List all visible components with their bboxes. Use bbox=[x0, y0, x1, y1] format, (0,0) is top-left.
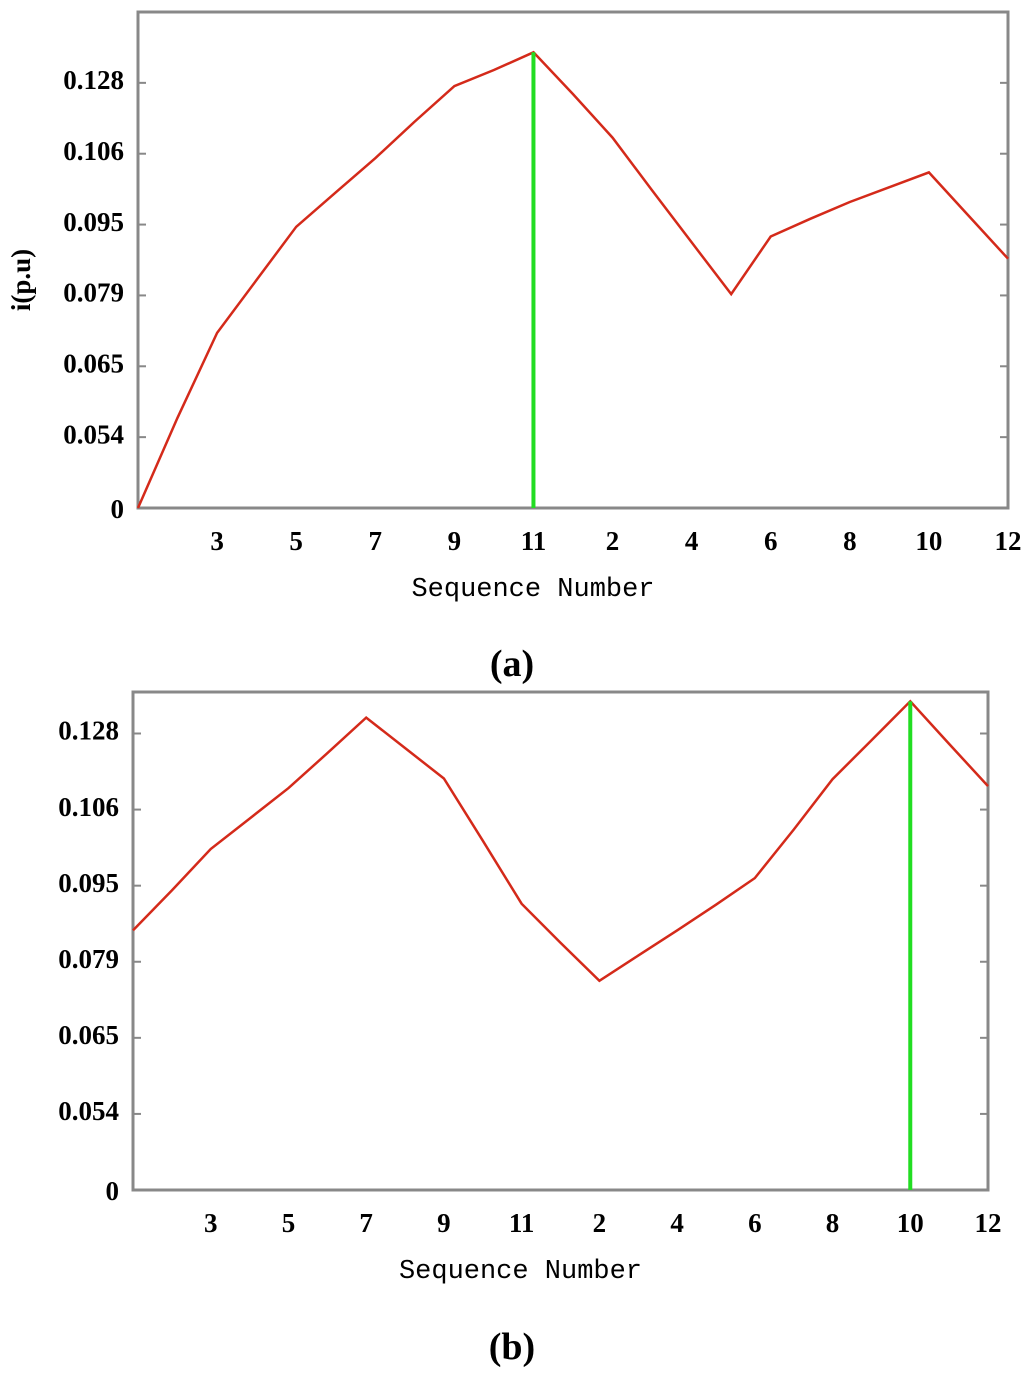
x-tick-label: 12 bbox=[995, 526, 1022, 556]
x-axis-label: Sequence Number bbox=[411, 575, 654, 605]
y-tick-label: 0.128 bbox=[58, 716, 119, 746]
x-tick-label: 5 bbox=[289, 526, 303, 556]
x-tick-label: 10 bbox=[915, 526, 942, 556]
x-tick-label: 3 bbox=[204, 1208, 218, 1238]
plot-frame bbox=[136, 10, 1010, 510]
y-tick-label: 0.054 bbox=[58, 1096, 119, 1126]
y-tick-label: 0 bbox=[111, 494, 125, 524]
y-tick-label: 0.106 bbox=[58, 792, 119, 822]
x-tick-label: 8 bbox=[843, 526, 857, 556]
y-tick-label: 0.128 bbox=[63, 65, 124, 95]
caption: (b) bbox=[489, 1326, 535, 1368]
x-tick-label: 5 bbox=[282, 1208, 296, 1238]
x-tick-label: 11 bbox=[521, 526, 547, 556]
x-tick-label: 4 bbox=[685, 526, 699, 556]
y-tick-label: 0.054 bbox=[63, 419, 124, 449]
y-tick-label: 0.079 bbox=[58, 944, 119, 974]
x-tick-label: 6 bbox=[748, 1208, 762, 1238]
x-tick-label: 4 bbox=[670, 1208, 684, 1238]
x-tick-label: 2 bbox=[593, 1208, 607, 1238]
x-tick-label: 2 bbox=[606, 526, 620, 556]
y-tick-label: 0 bbox=[106, 1176, 120, 1206]
x-tick-label: 10 bbox=[897, 1208, 924, 1238]
y-tick-label: 0.106 bbox=[63, 136, 124, 166]
data-line bbox=[136, 50, 1009, 509]
x-tick-label: 9 bbox=[437, 1208, 451, 1238]
y-axis-label: i(p.u) bbox=[6, 249, 36, 311]
x-tick-label: 8 bbox=[826, 1208, 840, 1238]
data-line bbox=[132, 699, 989, 983]
x-tick-label: 6 bbox=[764, 526, 778, 556]
y-tick-label: 0.065 bbox=[63, 348, 124, 378]
y-tick-label: 0.079 bbox=[63, 278, 124, 308]
y-tick-label: 0.095 bbox=[63, 207, 124, 237]
y-tick-label: 0.065 bbox=[58, 1020, 119, 1050]
x-axis-label: Sequence Number bbox=[399, 1257, 642, 1287]
x-tick-label: 9 bbox=[448, 526, 462, 556]
x-tick-label: 11 bbox=[509, 1208, 535, 1238]
x-tick-label: 7 bbox=[369, 526, 383, 556]
x-tick-label: 12 bbox=[975, 1208, 1002, 1238]
x-tick-label: 7 bbox=[359, 1208, 373, 1238]
plot-frame bbox=[131, 690, 990, 1192]
caption: (a) bbox=[490, 643, 534, 685]
x-tick-label: 3 bbox=[210, 526, 224, 556]
y-tick-label: 0.095 bbox=[58, 868, 119, 898]
